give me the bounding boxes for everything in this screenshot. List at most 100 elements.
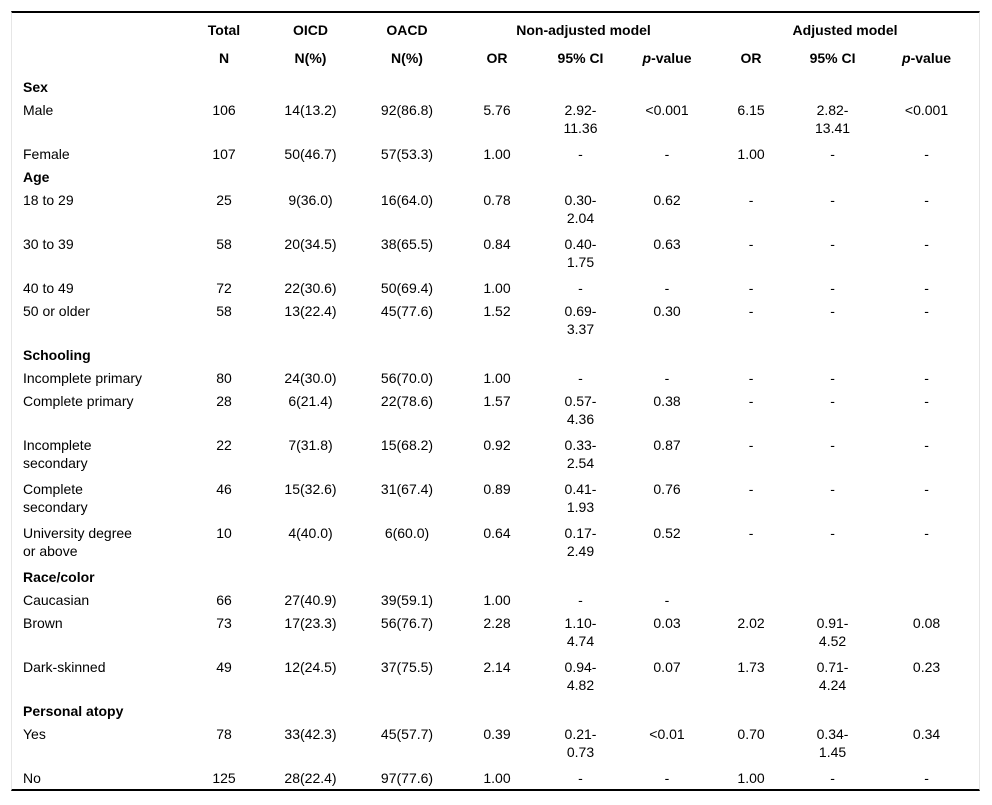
row-label: Dark-skinned bbox=[23, 658, 106, 675]
empty-cell bbox=[185, 165, 263, 188]
cell-na-or: 1.00 bbox=[483, 591, 511, 608]
empty-cell bbox=[185, 343, 263, 366]
cell-na-p: <0.001 bbox=[645, 101, 689, 118]
header-empty-cell bbox=[12, 13, 185, 41]
cell-na-p: - bbox=[664, 145, 670, 162]
cell-total-n: 22 bbox=[216, 436, 232, 453]
table-row: 40 to 49 72 22(30.6) 50(69.4) 1.00 - - - - - bbox=[12, 276, 979, 299]
cell-na-p: 0.38 bbox=[653, 392, 681, 409]
cell-total-n: 78 bbox=[216, 725, 232, 742]
cell-na-ci: 1.10- 4.74 bbox=[564, 614, 597, 649]
cell-adj-or bbox=[711, 588, 791, 611]
cell-adj-ci: - bbox=[830, 392, 835, 409]
empty-cell bbox=[623, 75, 711, 98]
empty-cell bbox=[711, 699, 791, 722]
empty-cell bbox=[358, 75, 456, 98]
row-label: Male bbox=[23, 101, 54, 118]
cell-adj-p: <0.001 bbox=[904, 101, 949, 118]
cell-oacd-n: 45(57.7) bbox=[380, 725, 434, 742]
row-label: Yes bbox=[23, 725, 46, 742]
cell-total-n: 49 bbox=[216, 658, 232, 675]
table-row: Female 107 50(46.7) 57(53.3) 1.00 - - 1.00 - - bbox=[12, 142, 979, 165]
section-title: Race/color bbox=[23, 568, 95, 585]
empty-cell bbox=[874, 699, 979, 722]
cell-oicd-n: 22(30.6) bbox=[284, 279, 337, 296]
cell-na-or: 0.78 bbox=[483, 191, 511, 208]
row-label: 30 to 39 bbox=[23, 235, 74, 252]
empty-cell bbox=[538, 165, 623, 188]
cell-oacd-n: 45(77.6) bbox=[380, 302, 434, 319]
cell-na-p: 0.03 bbox=[653, 614, 681, 631]
header-oacd: OACD bbox=[386, 22, 428, 38]
row-label: Incomplete primary bbox=[23, 369, 143, 386]
cell-na-p: 0.63 bbox=[653, 235, 681, 252]
table-row: Complete secondary 46 15(32.6) 31(67.4) 0.89… bbox=[12, 477, 979, 521]
empty-cell bbox=[263, 699, 358, 722]
odds-ratio-table: Total OICD OACD Non-adjusted model Adjus… bbox=[12, 13, 979, 789]
cell-adj-or: - bbox=[748, 279, 754, 296]
cell-total-n: 58 bbox=[216, 235, 232, 252]
cell-adj-or: - bbox=[748, 369, 754, 386]
empty-cell bbox=[358, 343, 456, 366]
row-label: 40 to 49 bbox=[23, 279, 74, 296]
empty-cell bbox=[791, 565, 874, 588]
empty-cell bbox=[623, 165, 711, 188]
empty-cell bbox=[263, 75, 358, 98]
cell-adj-p: - bbox=[924, 436, 929, 453]
table-row: 50 or older 58 13(22.4) 45(77.6) 1.52 0.69- 3… bbox=[12, 299, 979, 343]
cell-na-ci: 0.33- 2.54 bbox=[564, 436, 597, 471]
p-italic: p bbox=[642, 50, 652, 66]
section-title: Schooling bbox=[23, 346, 91, 363]
table-row: Dark-skinned 49 12(24.5) 37(75.5) 2.14 0.94- … bbox=[12, 655, 979, 699]
cell-na-p: 0.07 bbox=[653, 658, 681, 675]
cell-na-p: 0.62 bbox=[653, 191, 681, 208]
cell-adj-p: - bbox=[924, 769, 929, 786]
empty-cell bbox=[185, 565, 263, 588]
cell-oicd-n: 15(32.6) bbox=[284, 480, 337, 497]
cell-oicd-n: 27(40.9) bbox=[284, 591, 337, 608]
empty-cell bbox=[711, 343, 791, 366]
cell-oicd-n: 14(13.2) bbox=[284, 101, 337, 118]
cell-oacd-n: 97(77.6) bbox=[380, 769, 434, 786]
empty-cell bbox=[874, 343, 979, 366]
empty-cell bbox=[263, 165, 358, 188]
subheader-adj-or: OR bbox=[740, 50, 762, 66]
cell-adj-ci: - bbox=[830, 369, 835, 386]
cell-oicd-n: 7(31.8) bbox=[288, 436, 333, 453]
subheader-oacd-npct: N(%) bbox=[391, 50, 423, 66]
cell-total-n: 73 bbox=[216, 614, 232, 631]
cell-na-or: 0.84 bbox=[483, 235, 511, 252]
cell-oicd-n: 9(36.0) bbox=[288, 191, 333, 208]
cell-adj-ci: 0.91- 4.52 bbox=[816, 614, 849, 649]
subheader-oicd-npct: N(%) bbox=[294, 50, 327, 66]
row-label: 18 to 29 bbox=[23, 191, 74, 208]
empty-cell bbox=[791, 75, 874, 98]
cell-adj-p: - bbox=[924, 235, 929, 252]
header-oicd: OICD bbox=[293, 22, 328, 38]
cell-adj-p: - bbox=[924, 279, 929, 296]
empty-cell bbox=[791, 165, 874, 188]
section-row: Schooling bbox=[12, 343, 979, 366]
cell-adj-ci: - bbox=[830, 302, 835, 319]
p-rest: -value bbox=[651, 50, 692, 66]
subheader-adj-pvalue: p-value bbox=[874, 41, 979, 75]
cell-na-ci: 0.17- 2.49 bbox=[564, 524, 597, 559]
cell-na-or: 1.00 bbox=[483, 279, 511, 296]
cell-na-or: 2.28 bbox=[483, 614, 511, 631]
table-row: Male 106 14(13.2) 92(86.8) 5.76 2.92- 11.36 <0… bbox=[12, 98, 979, 142]
empty-cell bbox=[874, 75, 979, 98]
section-title: Personal atopy bbox=[23, 702, 124, 719]
empty-cell bbox=[711, 75, 791, 98]
table-row: Complete primary 28 6(21.4) 22(78.6) 1.57 0.5… bbox=[12, 389, 979, 433]
empty-cell bbox=[874, 165, 979, 188]
cell-oacd-n: 31(67.4) bbox=[380, 480, 434, 497]
empty-cell bbox=[874, 565, 979, 588]
cell-adj-or: 0.70 bbox=[737, 725, 765, 742]
cell-oacd-n: 15(68.2) bbox=[380, 436, 434, 453]
cell-adj-or: - bbox=[748, 436, 754, 453]
row-label: Female bbox=[23, 145, 70, 162]
cell-oicd-n: 6(21.4) bbox=[288, 392, 333, 409]
section-row: Age bbox=[12, 165, 979, 188]
cell-na-or: 1.52 bbox=[483, 302, 511, 319]
cell-adj-ci: - bbox=[830, 480, 835, 497]
